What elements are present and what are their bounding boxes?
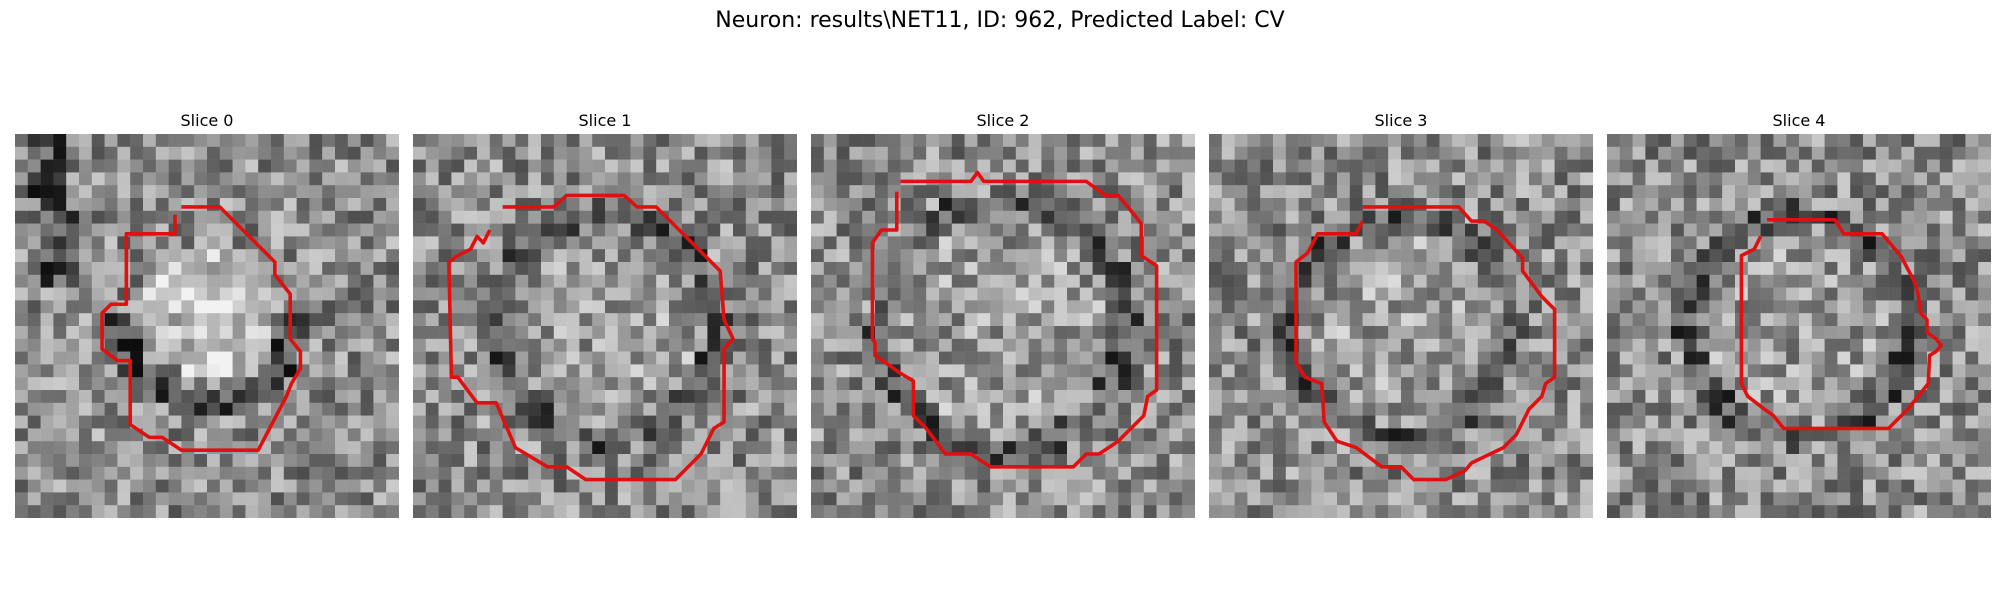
slice-image xyxy=(413,134,797,518)
slice-image xyxy=(1209,134,1593,518)
slice-panel-2: Slice 2 xyxy=(811,110,1195,132)
slice-title: Slice 3 xyxy=(1209,110,1593,132)
slice-title: Slice 4 xyxy=(1607,110,1991,132)
slice-panel-1: Slice 1 xyxy=(413,110,797,132)
slice-title: Slice 1 xyxy=(413,110,797,132)
slice-image xyxy=(15,134,399,518)
figure-title: Neuron: results\NET11, ID: 962, Predicte… xyxy=(0,8,2000,33)
slice-title: Slice 0 xyxy=(15,110,399,132)
slice-panel-3: Slice 3 xyxy=(1209,110,1593,132)
slice-panel-0: Slice 0 xyxy=(15,110,399,132)
slice-panel-4: Slice 4 xyxy=(1607,110,1991,132)
slice-image xyxy=(811,134,1195,518)
slice-title: Slice 2 xyxy=(811,110,1195,132)
slice-image xyxy=(1607,134,1991,518)
